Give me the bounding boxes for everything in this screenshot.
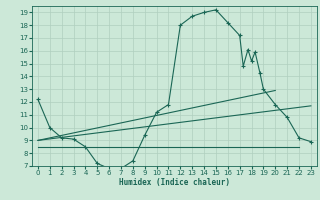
X-axis label: Humidex (Indice chaleur): Humidex (Indice chaleur): [119, 178, 230, 187]
